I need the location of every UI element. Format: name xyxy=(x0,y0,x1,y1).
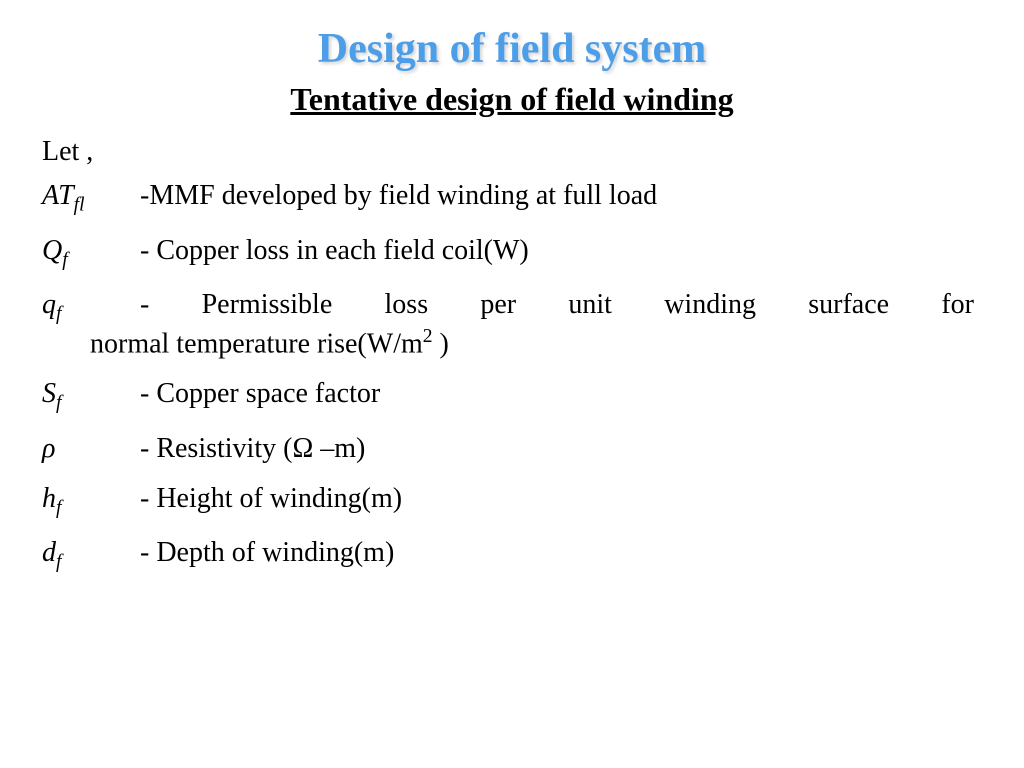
definition-text: - Copper loss in each field coil(W) xyxy=(140,235,984,267)
definition-text: - Height of winding(m) xyxy=(140,483,984,515)
symbol-sf: Sf xyxy=(40,378,140,415)
definition-row: hf - Height of winding(m) xyxy=(40,483,984,520)
definition-text-line1: - Permissible loss per unit winding surf… xyxy=(140,289,984,321)
symbol-sub: f xyxy=(56,304,61,325)
definition-text: - Copper space factor xyxy=(140,378,984,410)
symbol-main: d xyxy=(42,537,56,568)
definition-text-line2: normal temperature rise(W/m2 ) xyxy=(40,326,984,360)
definition-row: Sf - Copper space factor xyxy=(40,378,984,415)
definition-text: - Resistivity (Ω –m) xyxy=(140,433,984,465)
symbol-main: ρ xyxy=(42,433,55,464)
symbol-main: h xyxy=(42,483,56,514)
slide-title: Design of field system xyxy=(40,25,984,73)
symbol-sub: f xyxy=(56,393,61,414)
symbol-main: q xyxy=(42,289,56,320)
symbol-rho: ρ xyxy=(40,433,140,465)
symbol-hf: hf xyxy=(40,483,140,520)
symbol-sub: f xyxy=(56,497,61,518)
symbol-qf-upper: Qf xyxy=(40,235,140,272)
slide-subtitle: Tentative design of field winding xyxy=(40,81,984,118)
definition-row-multiline: qf - Permissible loss per unit winding s… xyxy=(40,289,984,360)
symbol-qf-lower: qf xyxy=(40,289,140,326)
symbol-main: Q xyxy=(42,235,62,266)
symbol-atfl: ATfl xyxy=(40,180,140,217)
symbol-sub: f xyxy=(56,552,61,573)
intro-text: Let , xyxy=(40,136,984,168)
definition-row: ATfl -MMF developed by field winding at … xyxy=(40,180,984,217)
symbol-sub: fl xyxy=(74,195,85,216)
definition-row: Qf - Copper loss in each field coil(W) xyxy=(40,235,984,272)
definition-text: -MMF developed by field winding at full … xyxy=(140,180,984,212)
definition-text: - Depth of winding(m) xyxy=(140,537,984,569)
definition-row: df - Depth of winding(m) xyxy=(40,537,984,574)
definition-row: ρ - Resistivity (Ω –m) xyxy=(40,433,984,465)
symbol-main: AT xyxy=(42,180,74,211)
symbol-df: df xyxy=(40,537,140,574)
symbol-sub: f xyxy=(62,249,67,270)
symbol-main: S xyxy=(42,378,56,409)
